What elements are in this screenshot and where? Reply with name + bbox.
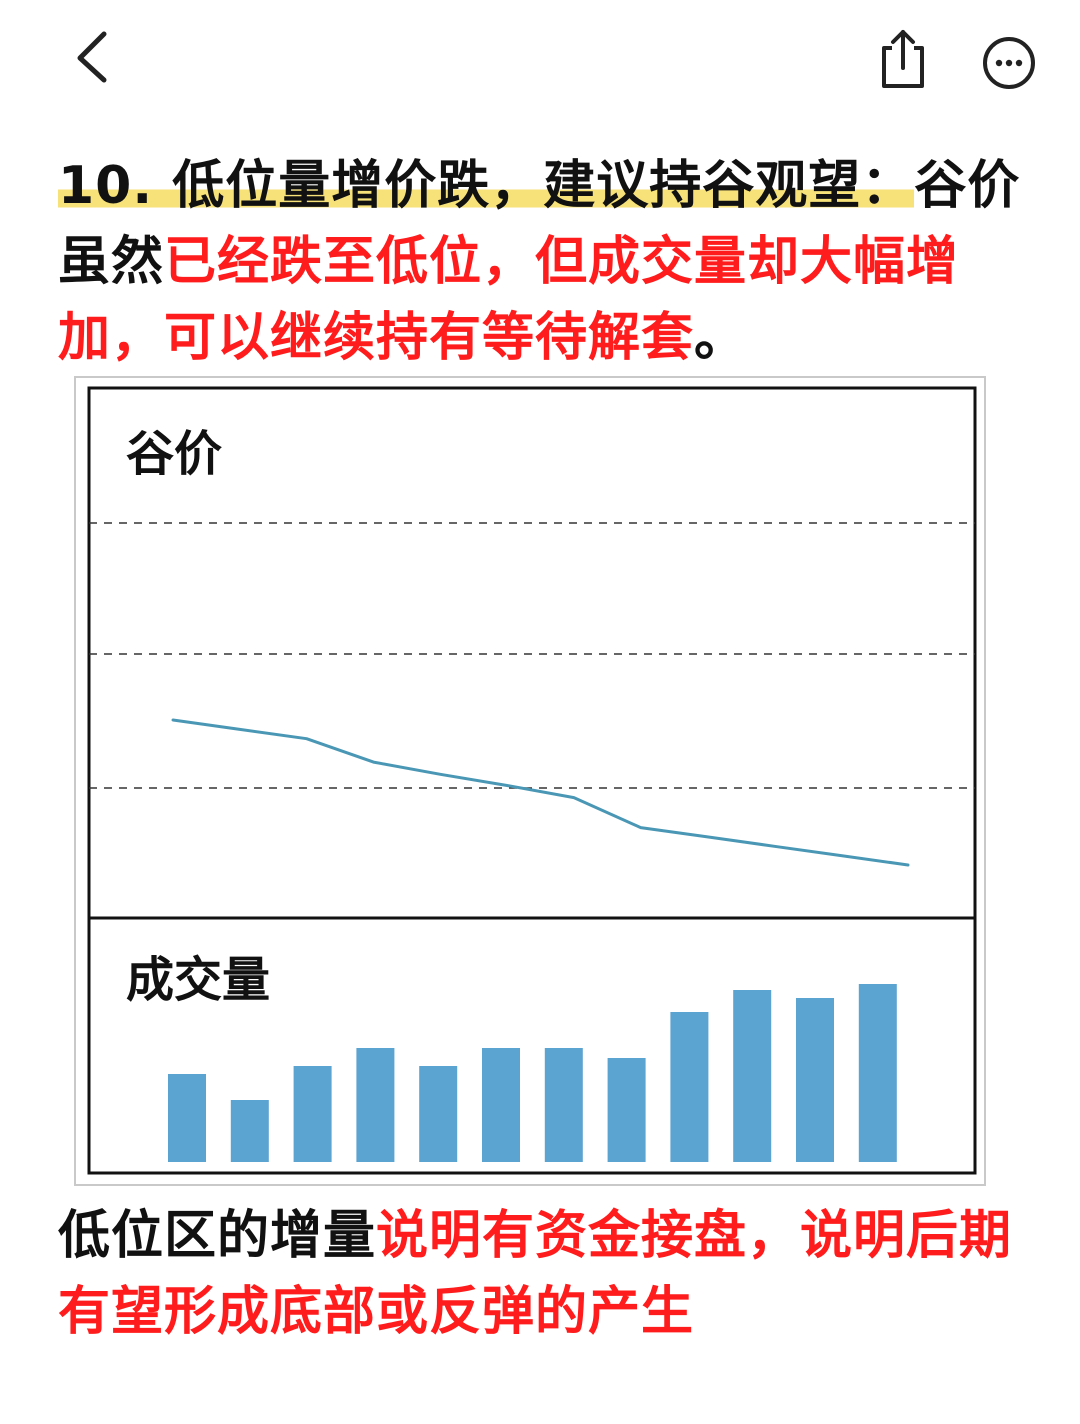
volume-bar — [670, 1012, 709, 1162]
more-horizontal-icon[interactable] — [976, 26, 1042, 92]
volume-bar — [544, 1048, 583, 1162]
price-series-line — [171, 718, 910, 867]
volume-bar — [168, 1074, 206, 1162]
top-bar — [0, 0, 1080, 120]
volume-bar — [796, 998, 834, 1162]
conclusion-text: 低位区的增量 — [58, 1206, 377, 1266]
conclusion-paragraph: 低位区的增量说明有资金接盘，说明后期有望形成底部或反弹的产生 — [58, 1198, 1048, 1350]
intro-text: 谷价虽然 — [58, 156, 1021, 292]
intro-paragraph: 10. 低位量增价跌，建议持谷观望：谷价虽然已经跌至低位，但成交量却大幅增加，可… — [58, 148, 1048, 376]
volume-bar — [482, 1048, 520, 1162]
share-icon[interactable] — [868, 22, 938, 92]
intro-emphasis: 已经跌至低位，但成交量却大幅增加，可以继续持有等待解套 — [58, 232, 960, 368]
chart-figure: 谷价 成交量 — [74, 376, 986, 1186]
volume-bar — [733, 990, 772, 1162]
volume-bar — [230, 1100, 269, 1162]
conclusion-emphasis: 说明有资金接盘，说明后期有望形成底部或反弹的产生 — [58, 1206, 1013, 1342]
chart-frame — [87, 386, 977, 1175]
volume-bar — [293, 1066, 332, 1162]
intro-end: 。 — [694, 308, 748, 368]
chevron-left-icon[interactable] — [60, 22, 130, 92]
volume-bar — [356, 1048, 395, 1162]
volume-bar — [607, 1058, 646, 1162]
volume-chart-title: 成交量 — [126, 952, 271, 1008]
highlighted-heading: 10. 低位量增价跌，建议持谷观望： — [58, 156, 915, 216]
volume-bar — [419, 1066, 458, 1162]
chart-svg — [87, 386, 977, 1175]
price-chart-title: 谷价 — [126, 426, 223, 482]
volume-bar — [858, 984, 897, 1162]
